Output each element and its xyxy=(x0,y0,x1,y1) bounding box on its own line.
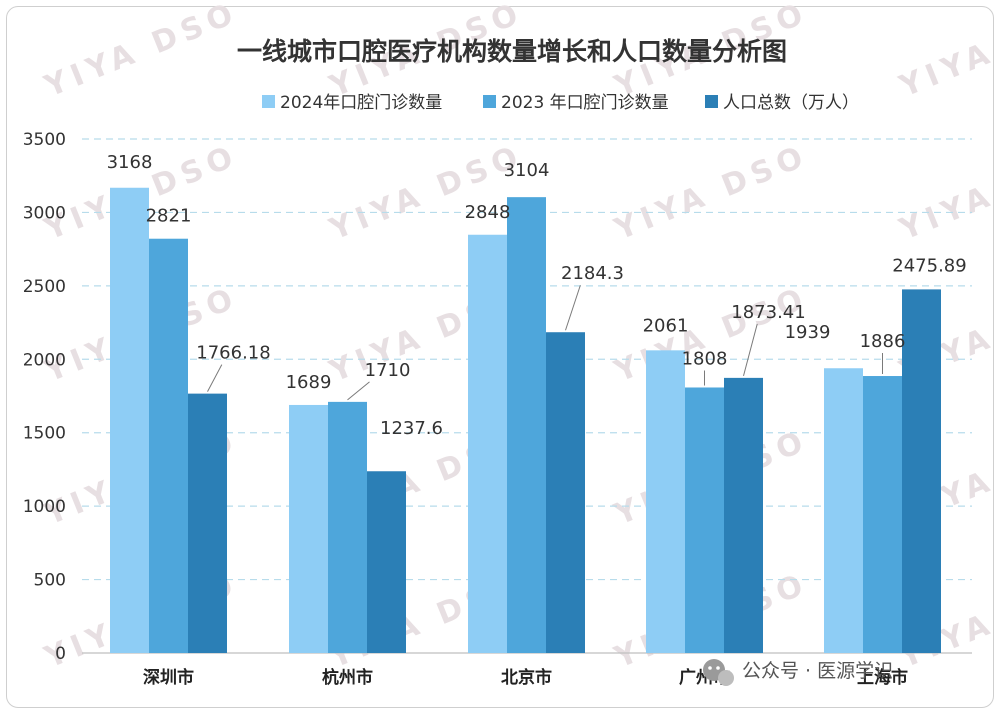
bar xyxy=(685,387,724,653)
bar xyxy=(646,350,685,653)
data-label: 3104 xyxy=(504,160,550,181)
y-tick-label: 1000 xyxy=(23,497,66,517)
y-tick-label: 2500 xyxy=(23,277,66,297)
x-axis-categories: 深圳市 杭州市 北京市 广州市 上海市 xyxy=(143,667,908,688)
bar xyxy=(546,332,585,653)
data-label: 1886 xyxy=(860,331,906,352)
bar xyxy=(468,234,507,653)
watermark-text: YIYA DSO xyxy=(894,138,1000,248)
x-category-label: 上海市 xyxy=(857,667,908,688)
bar xyxy=(188,393,227,653)
data-label: 1237.6 xyxy=(380,418,443,439)
chart-title: 一线城市口腔医疗机构数量增长和人口数量分析图 xyxy=(237,37,787,66)
legend-swatch xyxy=(705,95,718,108)
watermark-text: YIYA DSO xyxy=(609,138,814,248)
data-label: 1689 xyxy=(286,372,332,393)
watermark-text: YIYA DSO xyxy=(324,138,529,248)
data-label: 1939 xyxy=(785,322,831,343)
legend-label: 2023 年口腔门诊数量 xyxy=(501,93,669,113)
data-label: 2848 xyxy=(465,202,511,223)
footer: 公众号 · 医源学识 xyxy=(703,659,893,686)
bar xyxy=(724,377,763,653)
watermark-text: YIYA DSO xyxy=(894,0,1000,105)
label-leader-line xyxy=(743,323,758,377)
bar xyxy=(110,187,149,653)
data-label: 1766.18 xyxy=(196,343,270,364)
label-leader-line xyxy=(347,381,370,401)
legend-label: 人口总数（万人） xyxy=(723,93,859,113)
y-axis-ticks: 0 500 1000 1500 2000 2500 3000 3500 xyxy=(23,130,66,664)
legend-label: 2024年口腔门诊数量 xyxy=(280,93,442,113)
bar xyxy=(149,238,188,653)
data-label: 2061 xyxy=(643,315,689,336)
y-tick-label: 3000 xyxy=(23,203,66,223)
x-category-label: 北京市 xyxy=(501,667,552,688)
bar xyxy=(863,376,902,653)
y-tick-label: 1500 xyxy=(23,424,66,444)
x-category-label: 深圳市 xyxy=(143,667,194,688)
y-tick-label: 3500 xyxy=(23,130,66,150)
watermark-text: YIYA DSO xyxy=(39,0,244,105)
y-tick-label: 0 xyxy=(55,644,66,664)
watermark-text: YIYA DSO xyxy=(609,280,814,390)
data-labels: 3168 1689 2848 2061 1939 2821 1710 3104 1808 1886… xyxy=(107,152,967,439)
bar xyxy=(507,197,546,653)
bar xyxy=(824,368,863,653)
data-label: 2184.3 xyxy=(561,263,624,284)
wechat-icon xyxy=(703,659,734,686)
footer-text: 公众号 · 医源学识 xyxy=(742,660,893,682)
y-tick-label: 500 xyxy=(34,571,66,591)
data-label: 3168 xyxy=(107,152,153,173)
label-leaders xyxy=(207,285,883,401)
y-tick-label: 2000 xyxy=(23,350,66,370)
data-label: 1808 xyxy=(682,348,728,369)
data-label: 1873.41 xyxy=(731,302,805,323)
data-label: 1710 xyxy=(365,360,411,381)
legend-swatch xyxy=(483,95,496,108)
label-leader-line xyxy=(207,364,223,392)
x-category-label: 杭州市 xyxy=(322,667,373,688)
bar xyxy=(902,289,941,653)
bar xyxy=(367,471,406,653)
label-leader-line xyxy=(565,285,581,331)
legend-swatch xyxy=(262,95,275,108)
bars xyxy=(110,187,941,653)
legend: 2024年口腔门诊数量 2023 年口腔门诊数量 人口总数（万人） xyxy=(262,93,859,113)
bar xyxy=(289,404,328,653)
data-label: 2475.89 xyxy=(892,255,966,276)
data-label: 2821 xyxy=(146,206,192,227)
bar xyxy=(328,401,367,653)
